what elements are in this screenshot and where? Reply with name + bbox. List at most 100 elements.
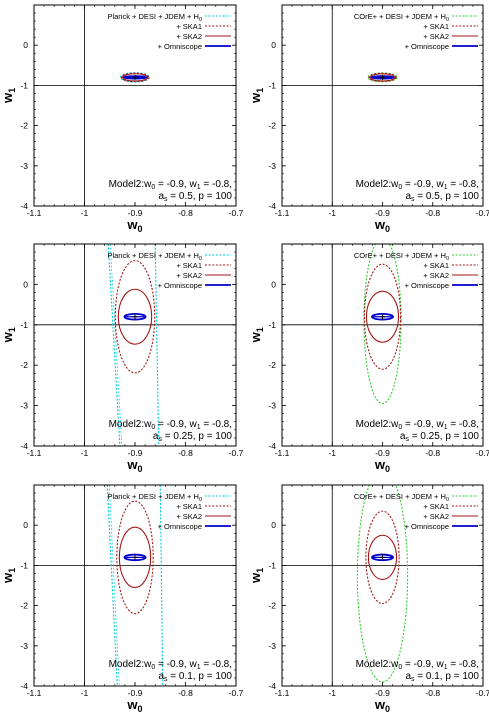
contour-series-3 (369, 73, 396, 82)
x-tick-label: -1.1 (275, 688, 290, 698)
legend-label-1: Planck + DESI + JDEM + H0 (107, 12, 202, 23)
x-tick-label: -1 (328, 688, 336, 698)
y-tick-label: -3 (268, 641, 276, 651)
panel-3: -1.1 -1 -0.9 -0.8 -0.7 -4 -3 -2 -1 0 w0 w1 Planck + … (0, 243, 244, 474)
y-tick-label: -4 (268, 201, 276, 211)
x-axis-label: w0 (374, 217, 390, 234)
legend-label-3: + SKA2 (423, 512, 449, 521)
legend-label-3: + SKA2 (423, 271, 449, 280)
y-tick-label: -3 (268, 161, 276, 171)
legend-label-2: + SKA1 (423, 502, 449, 511)
model-annotation: Model2:w0 = -0.9, w1 = -0.8,as = 0.5, p … (356, 179, 480, 203)
contour-series-1-left-inner (108, 485, 120, 686)
y-tick-label: -2 (268, 601, 276, 611)
legend-label-1: COrE+ + DESI + JDEM + H0 (354, 12, 449, 23)
legend: COrE+ + DESI + JDEM + H0+ SKA1+ SKA2+ Om… (354, 492, 478, 531)
plot-frame (281, 484, 484, 687)
contour-series-1 (363, 244, 402, 405)
legend-label-2: + SKA1 (423, 261, 449, 270)
legend: COrE+ + DESI + JDEM + H0+ SKA1+ SKA2+ Om… (354, 251, 478, 290)
x-tick-label: -0.8 (178, 448, 193, 458)
x-axis-label: w0 (126, 217, 142, 234)
x-tick-label: -0.8 (425, 208, 440, 218)
y-tick-label: 0 (23, 40, 28, 50)
legend-label-2: + SKA1 (423, 22, 449, 31)
y-tick-label: -3 (20, 641, 28, 651)
contour-series-1-left (107, 244, 121, 446)
y-axis-label: w1 (0, 88, 17, 104)
x-axis-label: w0 (126, 697, 142, 712)
y-tick-label: -4 (268, 441, 276, 451)
legend-label-4: + Omniscope (158, 281, 202, 290)
annotation-line-1: Model2:w0 = -0.9, w1 = -0.8, (356, 419, 479, 431)
x-tick-label: -1 (81, 688, 89, 698)
annotation-line-2: as = 0.25, p = 100 (400, 431, 480, 443)
legend-label-4: + Omniscope (405, 42, 449, 51)
y-tick-label: -2 (20, 121, 28, 131)
plot-frame (281, 4, 484, 207)
y-tick-label: 0 (23, 279, 28, 289)
ticks: -1.1 -1 -0.9 -0.8 -0.7 -4 -3 -2 -1 0 (20, 243, 244, 458)
x-tick-label: -0.8 (425, 448, 440, 458)
contour-series-1-left (106, 485, 118, 686)
x-tick-label: -0.9 (128, 448, 143, 458)
legend-label-4: + Omniscope (158, 522, 202, 531)
x-tick-label: -0.7 (476, 208, 489, 218)
y-tick-label: -4 (20, 681, 28, 691)
contour-series-3 (117, 288, 153, 345)
y-tick-label: -1 (20, 80, 28, 90)
x-tick-label: -0.7 (476, 448, 489, 458)
y-axis-label: w1 (0, 568, 17, 584)
y-tick-label: -1 (268, 80, 276, 90)
x-tick-label: -0.9 (375, 208, 390, 218)
x-tick-label: -0.8 (178, 208, 193, 218)
y-tick-label: 0 (271, 279, 276, 289)
y-tick-label: -3 (268, 401, 276, 411)
legend-label-2: + SKA1 (176, 261, 202, 270)
x-tick-label: -1.1 (27, 688, 42, 698)
contour-series-1 (356, 485, 409, 683)
legend-label-4: + Omniscope (405, 522, 449, 531)
ticks: -1.1 -1 -0.9 -0.8 -0.7 -4 -3 -2 -1 0 (268, 484, 489, 698)
legend-label-3: + SKA2 (176, 512, 202, 521)
x-tick-label: -1 (81, 448, 89, 458)
annotation-line-2: as = 0.1, p = 100 (405, 671, 479, 683)
x-tick-label: -0.9 (128, 688, 143, 698)
y-tick-label: -2 (20, 601, 28, 611)
y-tick-label: -4 (268, 681, 276, 691)
legend-label-2: + SKA1 (176, 22, 202, 31)
y-tick-label: -1 (268, 320, 276, 330)
plot-frame (33, 243, 237, 447)
contour-series-3 (367, 534, 398, 581)
panel-6: -1.1 -1 -0.9 -0.8 -0.7 -4 -3 -2 -1 0 w0 w1 COrE+ + D… (248, 484, 489, 712)
x-tick-label: -1 (328, 208, 336, 218)
x-tick-label: -1.1 (27, 208, 42, 218)
contours (106, 485, 164, 686)
y-tick-label: -3 (20, 401, 28, 411)
x-axis-label: w0 (374, 697, 390, 712)
legend: Planck + DESI + JDEM + H0+ SKA1+ SKA2+ O… (107, 492, 231, 531)
legend: COrE+ + DESI + JDEM + H0+ SKA1+ SKA2+ Om… (354, 12, 478, 51)
y-tick-label: 0 (23, 520, 28, 530)
y-axis-label: w1 (248, 327, 265, 343)
y-axis-label: w1 (248, 568, 265, 584)
y-tick-label: 0 (271, 520, 276, 530)
x-axis-label: w0 (374, 457, 390, 474)
contours (363, 244, 402, 405)
panel-1: -1.1 -1 -0.9 -0.8 -0.7 -4 -3 -2 -1 0 w0 w1 Planck + … (0, 4, 244, 234)
x-tick-label: -0.7 (229, 448, 244, 458)
x-tick-label: -0.8 (178, 688, 193, 698)
contour-series-2 (116, 500, 154, 615)
y-tick-label: -3 (20, 161, 28, 171)
model-annotation: Model2:w0 = -0.9, w1 = -0.8,as = 0.1, p … (109, 659, 233, 683)
legend: Planck + DESI + JDEM + H0+ SKA1+ SKA2+ O… (107, 251, 231, 290)
annotation-line-2: as = 0.1, p = 100 (158, 671, 232, 683)
y-tick-label: -2 (268, 360, 276, 370)
y-tick-label: -4 (20, 201, 28, 211)
contours (356, 485, 409, 683)
y-axis-label: w1 (248, 88, 265, 104)
ticks: -1.1 -1 -0.9 -0.8 -0.7 -4 -3 -2 -1 0 (268, 4, 489, 218)
plot-frame (33, 4, 237, 207)
panel-5: -1.1 -1 -0.9 -0.8 -0.7 -4 -3 -2 -1 0 w0 w1 Planck + … (0, 484, 244, 712)
